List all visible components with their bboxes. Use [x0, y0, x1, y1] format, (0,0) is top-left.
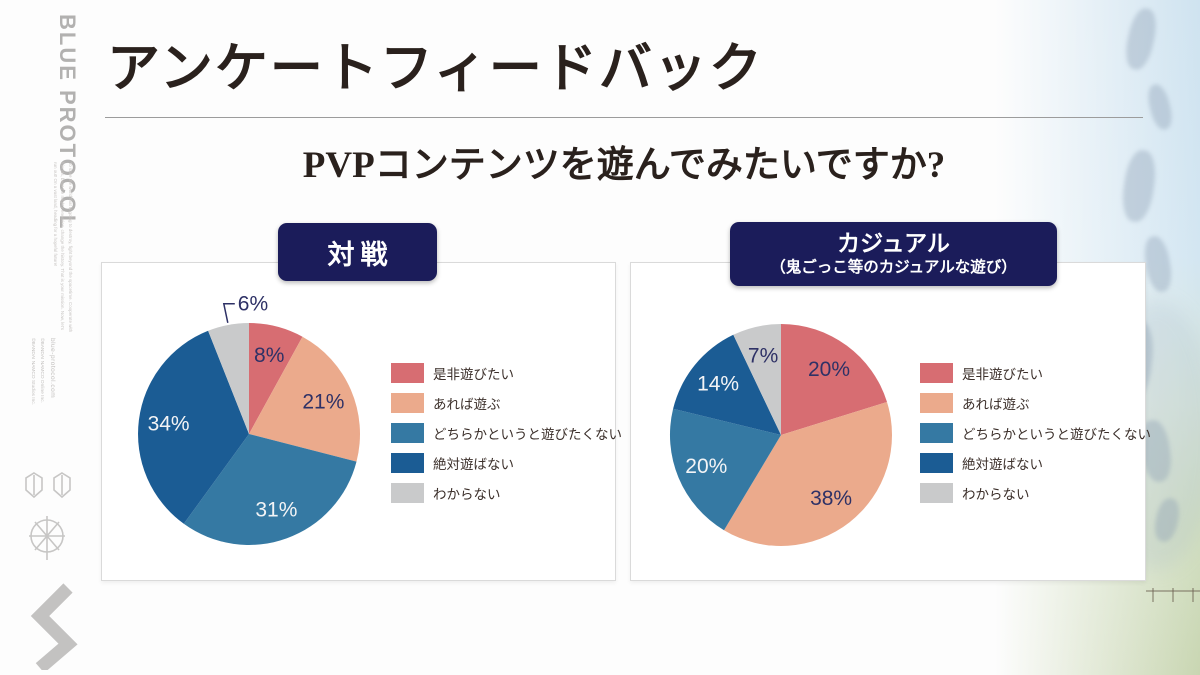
legend-label: どちらかというと遊びたくない	[433, 427, 622, 442]
fence-decoration	[1146, 588, 1200, 602]
legend-battle: 是非遊びたい あれば遊ぶ どちらかというと遊びたくない 絶対遊ばない わからない	[391, 363, 622, 513]
copyright-online: ©BANDAI NAMCO Online Inc.	[39, 338, 44, 403]
legend-item: どちらかというと遊びたくない	[391, 423, 622, 443]
legend-item: あれば遊ぶ	[920, 393, 1151, 413]
legend-label: 是非遊びたい	[962, 367, 1043, 382]
legend-label: 是非遊びたい	[433, 367, 514, 382]
legend-swatch	[391, 423, 424, 443]
page-title: アンケートフィードバック	[107, 40, 764, 98]
legend-swatch	[920, 363, 953, 383]
brand-crest-icons	[24, 470, 80, 670]
legend-label: あれば遊ぶ	[433, 397, 501, 412]
svg-text:8%: 8%	[254, 344, 284, 367]
svg-text:21%: 21%	[302, 390, 344, 413]
legend-item: あれば遊ぶ	[391, 393, 622, 413]
legend-swatch	[391, 393, 424, 413]
legend-item: わからない	[391, 483, 622, 503]
question-heading: PVPコンテンツを遊んでみたいですか?	[302, 145, 946, 186]
brand-meta: blue-protocol.com ©BANDAI NAMCO Online I…	[28, 338, 56, 478]
pie-chart-battle: 8% 21% 31% 34% 6%	[109, 262, 389, 562]
legend-swatch	[391, 483, 424, 503]
legend-item: 是非遊びたい	[391, 363, 622, 383]
svg-text:6%: 6%	[238, 292, 268, 315]
legend-swatch	[920, 483, 953, 503]
svg-text:38%: 38%	[810, 487, 852, 510]
brand-tagline: To save the world that is going to destr…	[52, 162, 73, 333]
chart-title-badge-battle: 対戦	[278, 223, 437, 281]
badge-label: カジュアル	[837, 230, 950, 257]
legend-label: 絶対遊ばない	[962, 457, 1043, 472]
chart-title-badge-casual: カジュアル （鬼ごっこ等のカジュアルな遊び）	[730, 222, 1057, 286]
legend-swatch	[391, 363, 424, 383]
legend-item: 絶対遊ばない	[391, 453, 622, 473]
legend-item: わからない	[920, 483, 1151, 503]
legend-casual: 是非遊びたい あれば遊ぶ どちらかというと遊びたくない 絶対遊ばない わからない	[920, 363, 1151, 513]
svg-text:7%: 7%	[748, 345, 778, 368]
legend-label: あれば遊ぶ	[962, 397, 1030, 412]
chart-card-casual: カジュアル （鬼ごっこ等のカジュアルな遊び） 20% 38% 20% 14% 7% 是非…	[630, 222, 1151, 581]
svg-text:14%: 14%	[697, 372, 739, 395]
svg-text:20%: 20%	[808, 358, 850, 381]
pie-chart-casual: 20% 38% 20% 14% 7%	[641, 263, 921, 563]
legend-swatch	[920, 423, 953, 443]
guild-crest-icon	[29, 516, 65, 560]
legend-label: わからない	[962, 487, 1030, 502]
chart-card-battle: 対戦 8% 21% 31% 34% 6% 是非遊びたい あれば遊ぶ どちらかというと遊び…	[101, 223, 622, 581]
legend-item: 絶対遊ばない	[920, 453, 1151, 473]
svg-text:20%: 20%	[685, 455, 727, 478]
badge-label: 対戦	[327, 239, 394, 270]
legend-item: 是非遊びたい	[920, 363, 1151, 383]
copyright-studios: ©BANDAI NAMCO Studios Inc.	[30, 338, 36, 405]
svg-text:34%: 34%	[148, 412, 190, 435]
s-mark-logo-icon	[30, 583, 78, 670]
legend-swatch	[391, 453, 424, 473]
svg-text:31%: 31%	[255, 499, 297, 522]
legend-item: どちらかというと遊びたくない	[920, 423, 1151, 443]
legend-label: 絶対遊ばない	[433, 457, 514, 472]
legend-swatch	[920, 453, 953, 473]
legend-label: どちらかというと遊びたくない	[962, 427, 1151, 442]
crest-pair-icon	[25, 472, 71, 499]
legend-swatch	[920, 393, 953, 413]
title-divider	[105, 117, 1143, 118]
legend-label: わからない	[433, 487, 501, 502]
badge-sublabel: （鬼ごっこ等のカジュアルな遊び）	[770, 258, 1017, 276]
brand-url: blue-protocol.com	[49, 338, 56, 399]
